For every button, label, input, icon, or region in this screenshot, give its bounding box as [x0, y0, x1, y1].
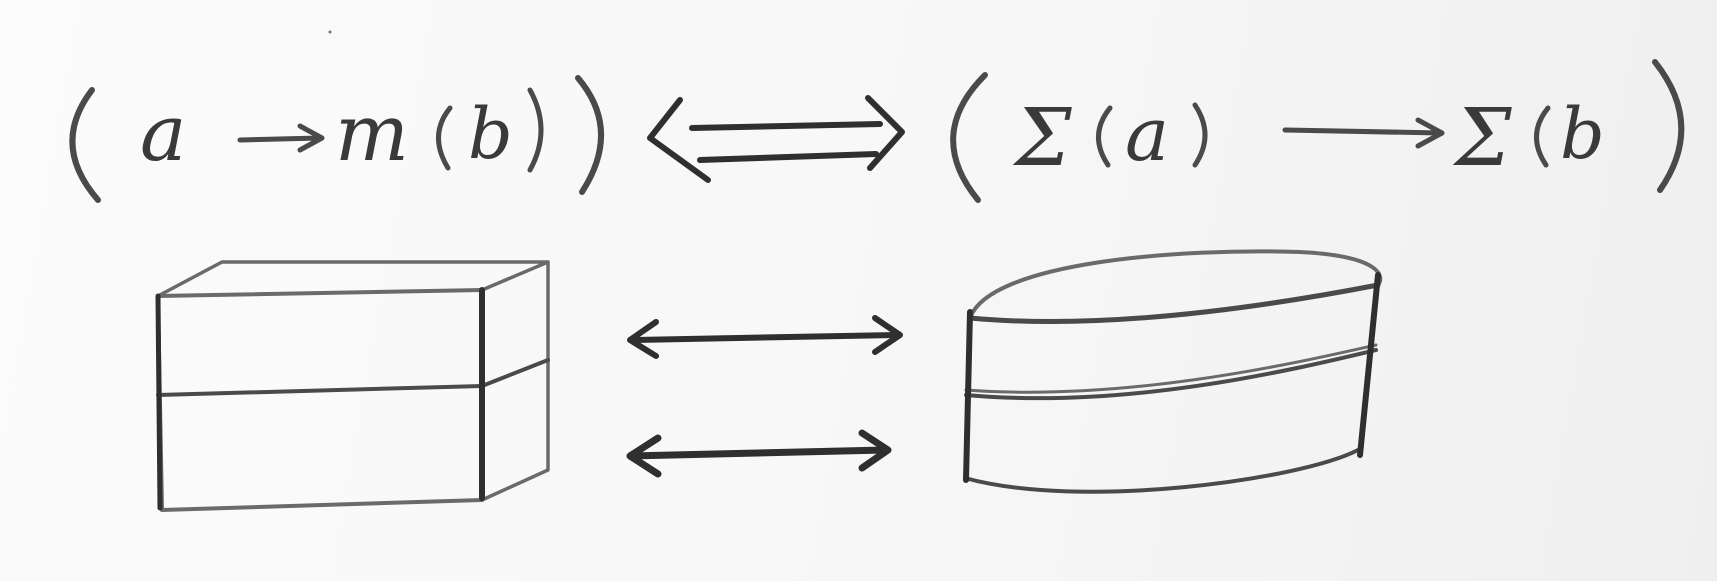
- stacked-box-icon: [155, 260, 550, 512]
- right-sum-output: Σ: [1452, 91, 1512, 184]
- stacked-cylinder-icon: [963, 249, 1383, 494]
- stray-mark: [328, 30, 332, 34]
- right-arrow: [1282, 117, 1445, 149]
- left-inner-open-paren: [436, 105, 453, 171]
- right-input: a: [1125, 92, 1169, 178]
- formula: a m b ⟺ Σ a Σ b: [0, 0, 1685, 203]
- right-output: b: [1560, 93, 1605, 175]
- equivalence-arrow: ⟺: [0, 0, 905, 183]
- double-headed-arrow-bottom: [626, 429, 892, 478]
- right-sum-input: Σ: [1012, 91, 1072, 184]
- left-input: a: [140, 89, 187, 179]
- formula-right: Σ a Σ b: [950, 59, 1685, 203]
- equivalence-symbol: ⟺: [0, 0, 2, 1]
- right-outer-open-paren: [950, 72, 988, 203]
- left-outer-close-paren: [575, 75, 604, 195]
- connector-arrows: [626, 315, 903, 478]
- left-arrow: [237, 123, 325, 153]
- right-outer-close-paren: [1652, 59, 1685, 193]
- left-monad: m: [335, 89, 409, 179]
- left-outer-open-paren: [69, 87, 101, 203]
- left-output: b: [468, 93, 513, 175]
- formula-left: a m b: [69, 75, 604, 203]
- double-headed-arrow-top: [627, 315, 903, 359]
- left-inner-close-paren: [527, 87, 544, 173]
